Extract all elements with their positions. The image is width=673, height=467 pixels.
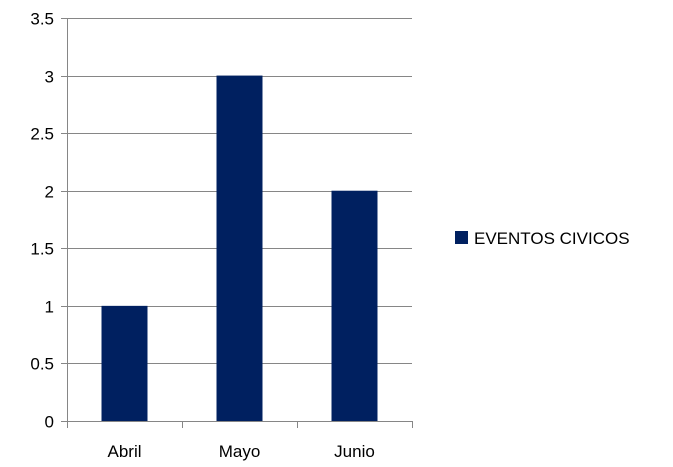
y-tick-label: 0.5 bbox=[30, 355, 54, 374]
y-tick-label: 2 bbox=[45, 183, 54, 202]
y-tick-label: 1 bbox=[45, 298, 54, 317]
bar-abril bbox=[101, 305, 148, 421]
legend-swatch bbox=[455, 231, 468, 244]
legend-label: EVENTOS CIVICOS bbox=[474, 229, 630, 248]
bar-junio bbox=[331, 190, 378, 421]
axes bbox=[61, 18, 413, 428]
y-tick-label: 1.5 bbox=[30, 240, 54, 259]
y-tick-labels: 0 0.5 1 1.5 2 2.5 3 3.5 bbox=[30, 10, 54, 432]
y-tick-label: 2.5 bbox=[30, 125, 54, 144]
y-tick-label: 3.5 bbox=[30, 10, 54, 29]
bars bbox=[101, 75, 378, 422]
bar-mayo bbox=[216, 75, 263, 422]
x-tick-labels: Abril Mayo Junio bbox=[107, 442, 374, 461]
x-tick-label: Abril bbox=[107, 442, 141, 461]
x-tick-label: Junio bbox=[334, 442, 375, 461]
y-tick-label: 0 bbox=[45, 413, 54, 432]
x-tick-label: Mayo bbox=[219, 442, 261, 461]
legend: EVENTOS CIVICOS bbox=[455, 229, 630, 248]
y-tick-label: 3 bbox=[45, 68, 54, 87]
